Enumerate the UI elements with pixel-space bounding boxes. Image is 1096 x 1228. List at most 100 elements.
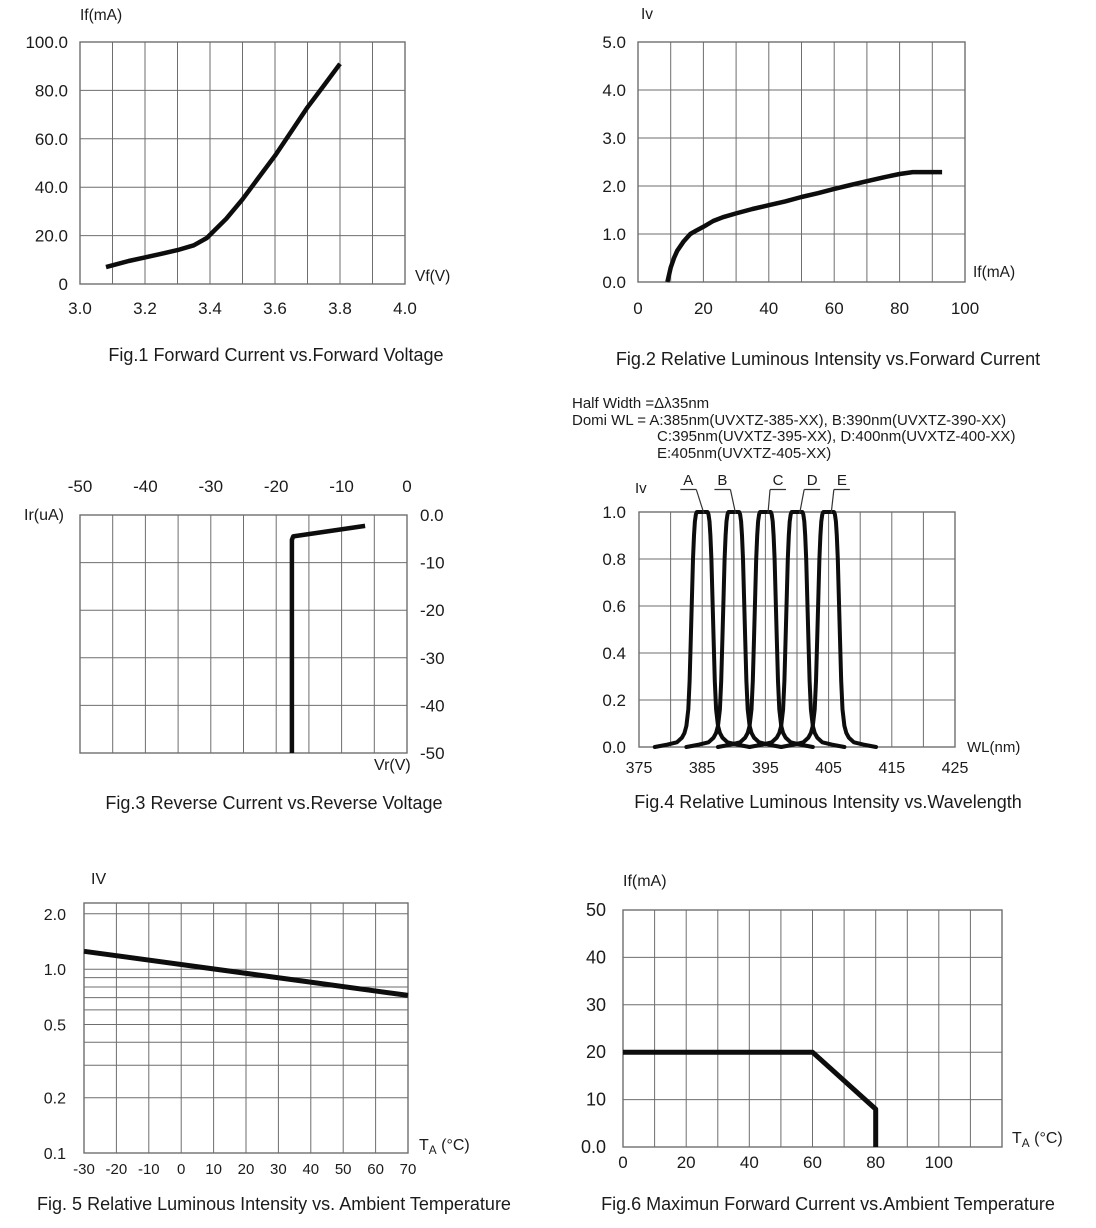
peak-label-leader-line bbox=[798, 489, 805, 515]
fig5-y-tick-label: 0.2 bbox=[44, 1091, 66, 1108]
fig2-y-tick-label: 5.0 bbox=[602, 33, 626, 52]
peak-label-C: C bbox=[773, 472, 784, 489]
fig1-tick-labels: 3.0 3.2 3.4 3.6 3.8 4.0 0 20.0 40.0 60.0 80.0 100.0 bbox=[25, 33, 416, 318]
fig3-chart-canvas: -50 -40 -30 -20 -10 0 0.0 -10 -20 -30 -40 -50 Vr(V) I… bbox=[24, 477, 445, 774]
fig3-tick-labels: -50 -40 -30 -20 -10 0 0.0 -10 -20 -30 -40 -50 bbox=[68, 477, 445, 763]
peak-label-leader-line bbox=[729, 489, 737, 515]
fig1-y-tick-label: 0 bbox=[59, 275, 68, 294]
fig6-x-tick-label: 60 bbox=[803, 1153, 822, 1172]
fig6-x-tick-label: 40 bbox=[740, 1153, 759, 1172]
fig5-x-tick-label: 40 bbox=[302, 1161, 319, 1178]
fig5-chart-canvas: -30 -20 -10 0 10 20 30 40 50 60 70 2.0 1.0 0.5 0.2 0.1 T… bbox=[44, 871, 470, 1178]
fig3-x-tick-label: -50 bbox=[68, 477, 93, 496]
fig3-x-tick-label: -20 bbox=[264, 477, 289, 496]
fig4-dominant-wavelength-line1: Domi WL = A:385nm(UVXTZ-385-XX), B:390nm… bbox=[572, 411, 1007, 429]
fig6-curve-max-forward-current bbox=[623, 1049, 879, 1147]
fig6-y-tick-label: 50 bbox=[586, 900, 606, 920]
fig3-y-tick-label: -50 bbox=[420, 744, 445, 763]
fig1-caption: Fig.1 Forward Current vs.Forward Voltage bbox=[108, 345, 444, 365]
fig2-x-axis-name: If(mA) bbox=[973, 264, 1015, 281]
fig6-y-tick-label: 30 bbox=[586, 995, 606, 1015]
fig5-x-tick-label: 60 bbox=[367, 1161, 384, 1178]
fig3-grid bbox=[79, 514, 408, 754]
fig4-dominant-wavelength-line3: E:405nm(UVXTZ-405-XX) bbox=[657, 444, 832, 462]
figure-relative-luminous-intensity-vs-wavelength: Half Width =Δλ35nm Domi WL = A:385nm(UVX… bbox=[560, 392, 1096, 813]
fig3-x-tick-label: -30 bbox=[199, 477, 224, 496]
fig5-caption: Fig. 5 Relative Luminous Intensity vs. A… bbox=[37, 1194, 511, 1214]
fig2-y-tick-label: 3.0 bbox=[602, 129, 626, 148]
fig5-x-tick-label: -10 bbox=[138, 1161, 160, 1178]
fig2-y-tick-label: 2.0 bbox=[602, 177, 626, 196]
fig1-x-tick-label: 3.8 bbox=[328, 299, 352, 318]
fig3-caption: Fig.3 Reverse Current vs.Reverse Voltage bbox=[105, 793, 443, 813]
fig4-y-tick-label: 0.8 bbox=[602, 550, 626, 569]
figure-max-forward-current-vs-ambient-temperature: 0 20 40 60 80 100 0.0 10 20 30 40 50 TA (°C) If(mA) F… bbox=[560, 860, 1096, 1215]
fig2-y-axis-name: Iv bbox=[641, 6, 653, 23]
figure-forward-current-vs-forward-voltage: 3.0 3.2 3.4 3.6 3.8 4.0 0 20.0 40.0 60.0 80.0 100.0… bbox=[2, 2, 550, 366]
fig5-curve-relative-luminous-intensity bbox=[83, 948, 409, 998]
fig2-y-tick-label: 0.0 bbox=[602, 273, 626, 292]
fig1-y-axis-name: If(mA) bbox=[80, 7, 122, 24]
figure-relative-luminous-intensity-vs-ambient-temperature: -30 -20 -10 0 10 20 30 40 50 60 70 2.0 1.0 0.5 0.2 0.1 T… bbox=[0, 860, 548, 1215]
fig3-x-tick-label: 0 bbox=[402, 477, 411, 496]
fig3-curve-reverse-current bbox=[289, 523, 366, 753]
fig4-x-tick-label: 395 bbox=[752, 760, 779, 777]
fig4-dominant-wavelength-line2: C:395nm(UVXTZ-395-XX), D:400nm(UVXTZ-400… bbox=[657, 428, 1016, 445]
fig4-caption: Fig.4 Relative Luminous Intensity vs.Wav… bbox=[634, 792, 1022, 812]
fig1-grid bbox=[79, 41, 406, 285]
fig6-y-tick-label: 0.0 bbox=[581, 1137, 606, 1157]
fig4-y-axis-name: Iv bbox=[635, 480, 647, 497]
fig3-plot-border bbox=[79, 514, 408, 754]
peak-label-A: A bbox=[683, 472, 693, 489]
fig4-x-tick-label: 405 bbox=[815, 760, 842, 777]
fig5-x-axis-name: TA (°C) bbox=[419, 1137, 470, 1157]
fig4-x-tick-label: 415 bbox=[878, 760, 905, 777]
fig4-y-tick-label: 0.6 bbox=[602, 597, 626, 616]
fig1-y-tick-label: 40.0 bbox=[35, 178, 68, 197]
peak-label-leader-line bbox=[830, 489, 835, 515]
fig4-x-axis-name: WL(nm) bbox=[967, 739, 1020, 756]
fig5-x-tick-label: 10 bbox=[205, 1161, 222, 1178]
fig1-y-tick-label: 60.0 bbox=[35, 130, 68, 149]
fig2-caption: Fig.2 Relative Luminous Intensity vs.For… bbox=[615, 349, 1041, 369]
fig5-grid bbox=[83, 903, 409, 1154]
fig5-x-tick-label: -30 bbox=[73, 1161, 95, 1178]
fig5-x-tick-label: 30 bbox=[270, 1161, 287, 1178]
fig4-half-width-note: Half Width =Δλ35nm bbox=[572, 395, 710, 412]
fig6-y-tick-label: 40 bbox=[586, 947, 606, 967]
fig3-x-tick-label: -10 bbox=[329, 477, 354, 496]
fig4-peak-letter-labels: A B C D E bbox=[680, 472, 850, 515]
fig1-x-tick-label: 3.4 bbox=[198, 299, 222, 318]
fig6-x-tick-label: 0 bbox=[618, 1153, 627, 1172]
fig3-y-tick-label: -30 bbox=[420, 649, 445, 668]
fig4-chart-canvas: 375 385 395 405 415 425 0.0 0.2 0.4 0.6 0.8 1.0 WL(n… bbox=[602, 472, 1020, 777]
fig1-y-tick-label: 100.0 bbox=[25, 33, 68, 52]
fig6-x-tick-label: 80 bbox=[866, 1153, 885, 1172]
fig4-x-tick-label: 385 bbox=[689, 760, 716, 777]
fig5-y-tick-label: 0.1 bbox=[44, 1146, 66, 1163]
fig1-x-axis-name: Vf(V) bbox=[415, 268, 450, 285]
fig5-x-tick-label: 50 bbox=[335, 1161, 352, 1178]
fig3-y-axis-name: Ir(uA) bbox=[24, 507, 64, 524]
fig2-plot-border bbox=[637, 41, 966, 283]
fig1-y-tick-label: 20.0 bbox=[35, 227, 68, 246]
fig1-plot-border bbox=[79, 41, 406, 285]
fig4-annotation-block: Half Width =Δλ35nm Domi WL = A:385nm(UVX… bbox=[560, 392, 1096, 462]
fig3-y-tick-label: -40 bbox=[420, 696, 445, 715]
fig4-y-tick-label: 1.0 bbox=[602, 503, 626, 522]
fig5-y-tick-label: 2.0 bbox=[44, 907, 66, 924]
fig5-y-axis-name: IV bbox=[91, 871, 106, 888]
fig6-y-tick-label: 10 bbox=[586, 1090, 606, 1110]
fig4-curve-peak-E bbox=[779, 510, 878, 749]
fig5-x-tick-label: 70 bbox=[400, 1161, 417, 1178]
fig5-y-tick-label: 1.0 bbox=[44, 962, 66, 979]
fig2-chart-canvas: 0 20 40 60 80 100 0.0 1.0 2.0 3.0 4.0 5.0 If(mA) Iv bbox=[602, 6, 1015, 318]
fig4-y-tick-label: 0.2 bbox=[602, 691, 626, 710]
fig2-tick-labels: 0 20 40 60 80 100 0.0 1.0 2.0 3.0 4.0 5.0 bbox=[602, 33, 979, 318]
fig5-y-tick-label: 0.5 bbox=[44, 1017, 66, 1034]
fig2-x-tick-label: 100 bbox=[951, 299, 979, 318]
peak-label-B: B bbox=[717, 472, 727, 489]
fig6-chart-canvas: 0 20 40 60 80 100 0.0 10 20 30 40 50 TA (°C) If(mA) bbox=[581, 873, 1063, 1172]
fig5-x-tick-label: 20 bbox=[238, 1161, 255, 1178]
